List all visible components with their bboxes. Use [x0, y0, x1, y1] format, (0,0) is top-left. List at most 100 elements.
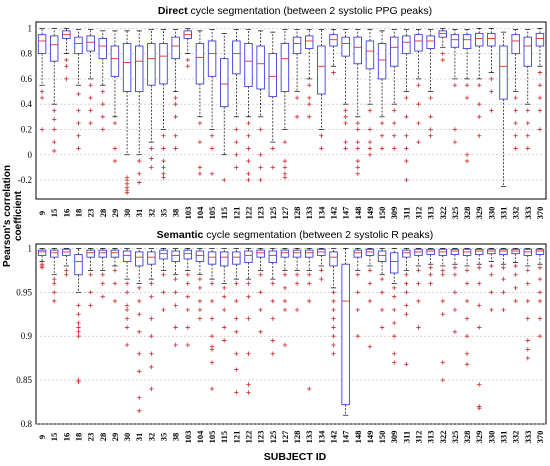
semantic-outlier-point	[64, 272, 69, 277]
semantic-outlier-point	[52, 298, 57, 304]
direct-outlier-point	[404, 133, 409, 138]
direct-outlier-point	[452, 139, 458, 145]
semantic-outlier-point	[246, 390, 251, 395]
semantic-outlier-point	[185, 342, 190, 348]
semantic-outlier-point	[64, 268, 69, 273]
direct-x-tick-label: 16	[61, 209, 71, 218]
semantic-box-122	[244, 250, 253, 263]
semantic-outlier-point	[258, 272, 263, 277]
direct-outlier-point	[307, 83, 312, 88]
direct-x-tick-label: 128	[292, 207, 302, 220]
semantic-outlier-point	[489, 263, 494, 269]
semantic-outlier-point	[501, 276, 506, 282]
direct-outlier-point	[307, 101, 312, 107]
semantic-box-104	[195, 250, 205, 263]
direct-outlier-point	[477, 114, 482, 120]
semantic-box-325	[450, 248, 460, 255]
semantic-x-tick-label: 133	[304, 431, 314, 444]
semantic-outlier-point	[282, 285, 288, 291]
semantic-x-tick-label: 325	[450, 431, 460, 444]
direct-plot-frame	[35, 21, 547, 200]
semantic-outlier-point	[477, 405, 482, 411]
semantic-box-123	[256, 249, 265, 258]
semantic-x-tick-label: 30	[122, 433, 132, 442]
semantic-box-105	[207, 251, 217, 265]
semantic-outlier-point	[149, 281, 154, 286]
semantic-outlier-point	[209, 298, 215, 304]
semantic-outlier-point	[537, 290, 543, 295]
direct-outlier-point	[392, 133, 397, 138]
semantic-box-31	[134, 251, 144, 267]
semantic-box-9	[37, 249, 47, 256]
semantic-outlier-point	[525, 338, 530, 343]
semantic-outlier-point	[416, 281, 421, 286]
direct-x-tick-label: 311	[401, 207, 411, 219]
semantic-box-309	[390, 252, 399, 274]
direct-outlier-point	[149, 146, 154, 151]
semantic-box-329	[475, 248, 484, 255]
direct-outlier-point	[246, 171, 251, 176]
semantic-outlier-point	[452, 290, 458, 295]
semantic-outlier-point	[88, 303, 93, 308]
direct-box-38	[171, 36, 180, 60]
direct-outlier-point	[282, 139, 288, 145]
semantic-outlier-point	[428, 272, 433, 277]
direct-outlier-point	[124, 190, 130, 195]
semantic-outlier-point	[282, 272, 288, 277]
semantic-outlier-point	[440, 268, 445, 273]
semantic-outlier-point	[355, 307, 360, 313]
semantic-outlier-point	[149, 351, 154, 356]
direct-outlier-point	[246, 120, 251, 126]
direct-outlier-point	[52, 108, 57, 113]
direct-outlier-point	[197, 165, 203, 170]
direct-outlier-point	[404, 158, 409, 164]
direct-x-tick-label: 121	[231, 207, 241, 220]
semantic-outlier-point	[149, 316, 154, 321]
direct-outlier-point	[161, 175, 166, 180]
semantic-box-125	[268, 250, 277, 263]
direct-box-142	[329, 34, 338, 47]
direct-outlier-point	[209, 146, 215, 151]
semantic-outlier-point	[477, 265, 482, 270]
direct-outlier-point	[258, 127, 263, 132]
direct-outlier-point	[100, 114, 105, 120]
direct-outlier-point	[404, 114, 409, 120]
semantic-box-142	[329, 251, 338, 267]
semantic-outlier-point	[392, 294, 397, 299]
direct-outlier-point	[209, 171, 215, 176]
direct-outlier-point	[149, 165, 154, 170]
semantic-outlier-point	[307, 298, 312, 304]
semantic-outlier-point	[137, 312, 142, 317]
direct-x-tick-label: 123	[256, 207, 266, 220]
semantic-outlier-point	[501, 290, 506, 295]
semantic-outlier-point	[428, 265, 433, 270]
direct-outlier-point	[464, 83, 470, 88]
semantic-outlier-point	[489, 290, 494, 295]
direct-outlier-point	[173, 133, 178, 138]
direct-outlier-point	[258, 177, 263, 183]
semantic-outlier-point	[501, 307, 506, 313]
semantic-x-tick-label: 23	[86, 433, 96, 442]
semantic-box-38	[171, 250, 180, 263]
direct-outlier-point	[416, 83, 421, 88]
direct-outlier-point	[52, 127, 57, 132]
semantic-box-121	[232, 251, 241, 265]
semantic-outlier-point	[258, 290, 263, 295]
direct-outlier-point	[513, 120, 518, 126]
top-title-bold: Direct	[157, 5, 188, 17]
semantic-outlier-point	[294, 307, 300, 313]
direct-box-147	[341, 36, 350, 57]
semantic-y-tick-label: 0.9	[21, 331, 33, 341]
semantic-x-tick-label: 322	[438, 431, 448, 444]
semantic-outlier-point	[294, 272, 300, 277]
direct-outlier-point	[343, 146, 348, 151]
direct-outlier-point	[367, 152, 373, 157]
semantic-outlier-point	[513, 272, 518, 277]
direct-outlier-point	[404, 95, 409, 101]
direct-x-tick-label: 23	[86, 209, 96, 218]
direct-box-35	[159, 43, 168, 85]
direct-y-tick-label: 0.2	[21, 124, 32, 134]
semantic-outlier-point	[367, 281, 373, 286]
